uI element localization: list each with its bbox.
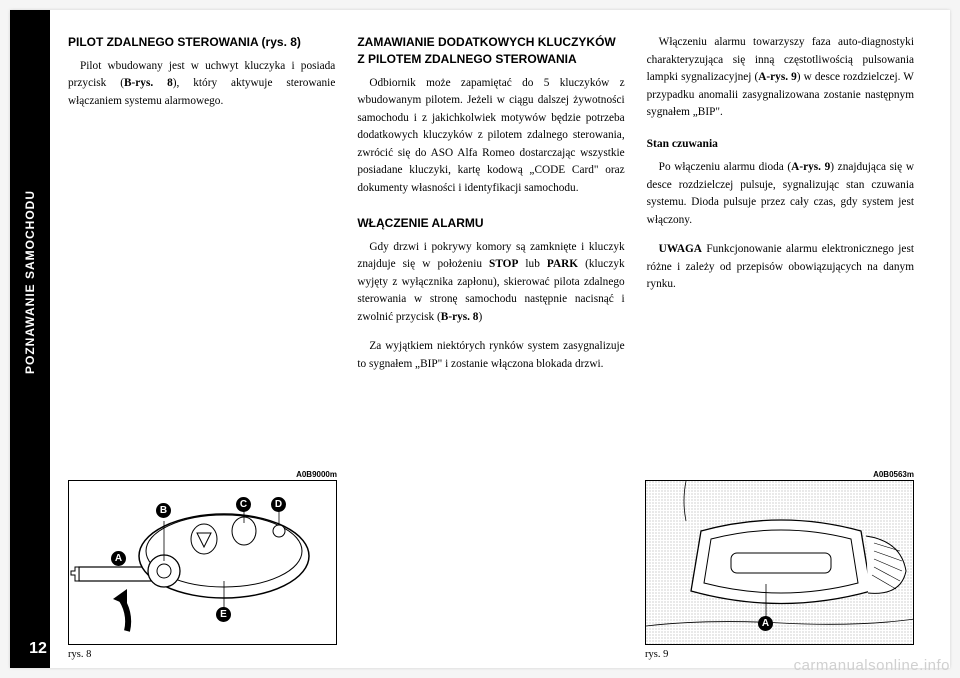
page-content: PILOT ZDALNEGO STEROWANIA (rys. 8) Pilot…	[50, 10, 950, 668]
marker-e: E	[216, 607, 231, 622]
ref-bold: B-rys. 8	[441, 311, 479, 323]
figure-2-code: A0B0563m	[645, 470, 914, 479]
figure-1-caption: rys. 8	[68, 649, 337, 660]
figure-1-code: A0B9000m	[68, 470, 337, 479]
ref-bold: A-rys. 9	[758, 71, 797, 83]
col2-p2: Gdy drzwi i pokrywy komory są zamknięte …	[357, 239, 624, 327]
watermark: carmanualsonline.info	[794, 657, 950, 674]
ref-bold: A-rys. 9	[791, 161, 830, 173]
ref-bold: UWAGA	[659, 243, 702, 255]
heading-zamawianie: ZAMAWIANIE DODATKOWYCH KLUCZYKÓW Z PILOT…	[357, 34, 624, 68]
col3-p3: UWAGA Funkcjonowanie alarmu elektroniczn…	[647, 241, 914, 294]
figure-1: A0B9000m	[68, 470, 337, 660]
col3-p1: Włączeniu alarmu towarzyszy faza auto-di…	[647, 34, 914, 122]
dash-drawing	[646, 481, 914, 645]
ref-bold: PARK	[547, 258, 578, 270]
figure-2-image: A	[645, 480, 914, 645]
sidebar-chapter-label: POZNAWANIE SAMOCHODU	[23, 190, 37, 374]
col2-p3: Za wyjątkiem niektórych rynków system za…	[357, 338, 624, 373]
col3-p2: Po włączeniu alarmu dioda (A-rys. 9) zna…	[647, 159, 914, 229]
marker-b: B	[156, 503, 171, 518]
ref-bold: STOP	[489, 258, 518, 270]
marker-d: D	[271, 497, 286, 512]
column-2: ZAMAWIANIE DODATKOWYCH KLUCZYKÓW Z PILOT…	[357, 34, 624, 656]
marker-a2: A	[758, 616, 773, 631]
heading-pilot: PILOT ZDALNEGO STEROWANIA (rys. 8)	[68, 34, 335, 51]
col1-p1: Pilot wbudowany jest w uchwyt kluczyka i…	[68, 58, 335, 111]
text: )	[478, 311, 482, 323]
sidebar: POZNAWANIE SAMOCHODU 12	[10, 10, 50, 668]
subhead-stan: Stan czuwania	[647, 136, 914, 154]
ref-bold: B-rys. 8	[124, 77, 173, 89]
col2-p1: Odbiornik może zapamiętać do 5 kluczyków…	[357, 75, 624, 198]
marker-a: A	[111, 551, 126, 566]
figure-2: A0B0563m	[645, 470, 914, 660]
manual-page: POZNAWANIE SAMOCHODU 12 PILOT ZDALNEGO S…	[10, 10, 950, 668]
figure-1-image: A B C D E	[68, 480, 337, 645]
heading-wlaczenie: WŁĄCZENIE ALARMU	[357, 215, 624, 232]
page-number: 12	[29, 640, 47, 658]
text: lub	[518, 258, 547, 270]
text: Po włączeniu alarmu dioda (	[659, 161, 792, 173]
marker-c: C	[236, 497, 251, 512]
key-drawing	[69, 481, 337, 645]
